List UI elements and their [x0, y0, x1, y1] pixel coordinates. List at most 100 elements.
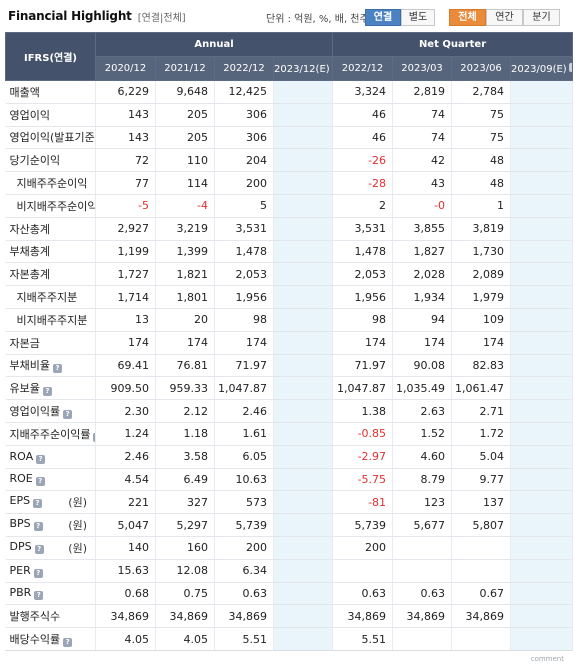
- value-cell: [392, 536, 453, 560]
- value-cell: [273, 354, 334, 378]
- value-cell: 306: [214, 126, 274, 150]
- row-label-cell: ROA?: [5, 445, 96, 469]
- info-icon[interactable]: ?: [33, 522, 43, 532]
- row-label-cell: 지배주주순이익: [5, 171, 96, 195]
- value-cell: [510, 80, 574, 104]
- value-cell: 5,739: [332, 513, 394, 537]
- row-label: 지배주주순이익: [16, 177, 88, 191]
- value-cell: 8.79: [392, 468, 453, 492]
- column-header-label: 2023/12(E): [274, 63, 330, 75]
- row-label: ROA: [9, 449, 34, 463]
- value-cell: 3,531: [332, 217, 394, 241]
- value-cell: 34,869: [95, 604, 156, 629]
- info-icon[interactable]: ?: [93, 432, 95, 442]
- value-cell: 48: [451, 171, 512, 195]
- value-cell: 1,035.49: [392, 376, 453, 401]
- value-cell: 2,053: [332, 262, 394, 287]
- annual-button[interactable]: 연간: [486, 9, 523, 26]
- value-cell: [510, 331, 574, 355]
- info-icon[interactable]: ?: [63, 410, 73, 420]
- value-cell: 221: [95, 490, 156, 515]
- table-row: 자본금 174 174 174 174 174 174: [5, 331, 574, 355]
- info-icon[interactable]: ?: [34, 544, 44, 554]
- table-row: 자산총계 2,927 3,219 3,531 3,531 3,855 3,819: [5, 217, 574, 241]
- value-cell: 1,821: [155, 262, 215, 287]
- row-label: 부채총계: [9, 245, 50, 259]
- table-row: DPS? (원) 140 160 200 200: [5, 536, 574, 560]
- value-cell: 204: [214, 148, 274, 173]
- row-label-cell: 자본금: [5, 331, 96, 355]
- value-cell: 0.68: [95, 582, 156, 606]
- estimate-info-icon[interactable]: [568, 62, 572, 72]
- consolidated-button[interactable]: 연결: [365, 9, 401, 26]
- value-cell: [273, 240, 334, 264]
- value-cell: 2: [332, 194, 394, 218]
- value-cell: 98: [332, 308, 394, 332]
- row-label-cell: 부채총계: [5, 240, 96, 264]
- value-cell: 1,730: [451, 240, 512, 264]
- row-label: 매출액: [9, 85, 40, 99]
- value-cell: 3,855: [392, 217, 453, 241]
- row-label-cell: 영업이익률?: [5, 399, 96, 423]
- value-cell: 160: [155, 536, 215, 560]
- table-row: PER? 15.63 12.08 6.34: [5, 559, 574, 583]
- value-cell: 43: [392, 171, 453, 195]
- value-cell: [510, 582, 574, 606]
- quarter-button[interactable]: 분기: [523, 9, 560, 26]
- row-unit: (원): [68, 496, 87, 510]
- info-icon[interactable]: ?: [33, 568, 43, 578]
- value-cell: 2.71: [451, 399, 512, 423]
- comment-link[interactable]: comment: [530, 655, 564, 663]
- value-cell: [510, 536, 574, 560]
- info-icon[interactable]: ?: [33, 499, 43, 509]
- info-icon[interactable]: ?: [36, 454, 46, 464]
- table-row: 지배주주지분 1,714 1,801 1,956 1,956 1,934 1,979: [5, 285, 574, 309]
- value-cell: [510, 559, 574, 583]
- value-cell: [273, 376, 334, 401]
- value-cell: -26: [332, 148, 394, 173]
- info-icon[interactable]: ?: [42, 387, 52, 397]
- value-cell: 1,399: [155, 240, 215, 264]
- value-cell: 75: [451, 103, 512, 127]
- value-cell: 6.49: [155, 468, 215, 492]
- value-cell: 2,927: [95, 217, 156, 241]
- info-icon[interactable]: ?: [35, 477, 45, 487]
- widget-subtitle: [연결|전체]: [137, 12, 186, 24]
- value-cell: 143: [95, 126, 156, 150]
- info-icon[interactable]: ?: [52, 364, 62, 374]
- value-cell: 174: [392, 331, 453, 355]
- value-cell: 75: [451, 126, 512, 150]
- value-cell: 1,979: [451, 285, 512, 309]
- value-cell: [273, 513, 334, 537]
- value-cell: 10.63: [214, 468, 274, 492]
- all-button[interactable]: 전체: [449, 9, 486, 26]
- value-cell: 69.41: [95, 354, 156, 378]
- value-cell: 909.50: [95, 376, 156, 401]
- row-label: 지배주주지분: [16, 291, 78, 305]
- table-row: 지배주주순이익 77 114 200 -28 43 48: [5, 171, 574, 195]
- value-cell: -0.85: [332, 422, 394, 446]
- row-label: PBR: [9, 586, 32, 600]
- value-cell: [510, 262, 574, 287]
- separate-button[interactable]: 별도: [401, 9, 435, 26]
- value-cell: -5.75: [332, 468, 394, 492]
- value-cell: 1.24: [95, 422, 156, 446]
- value-cell: 1,714: [95, 285, 156, 309]
- financial-table: IFRS(연결) Annual Net Quarter 2020/12 2021/…: [5, 32, 574, 651]
- info-icon[interactable]: ?: [34, 591, 44, 601]
- column-header-label: 2022/12: [341, 63, 384, 74]
- value-cell: [273, 627, 334, 651]
- value-cell: 4.54: [95, 468, 156, 492]
- column-header-row: 2020/12 2021/12 2022/12 2023/12(E) 2022/12 20…: [6, 56, 574, 81]
- value-cell: 1,801: [155, 285, 215, 309]
- value-cell: 76.81: [155, 354, 215, 378]
- info-icon[interactable]: ?: [63, 638, 73, 648]
- table-row: 비지배주주순이익 -5 -4 5 2 -0 1: [5, 194, 574, 218]
- value-cell: [510, 308, 574, 332]
- value-cell: 15.63: [95, 559, 156, 583]
- value-cell: [273, 399, 334, 423]
- value-cell: 1,827: [392, 240, 453, 264]
- value-cell: [510, 445, 574, 469]
- value-cell: [510, 627, 574, 651]
